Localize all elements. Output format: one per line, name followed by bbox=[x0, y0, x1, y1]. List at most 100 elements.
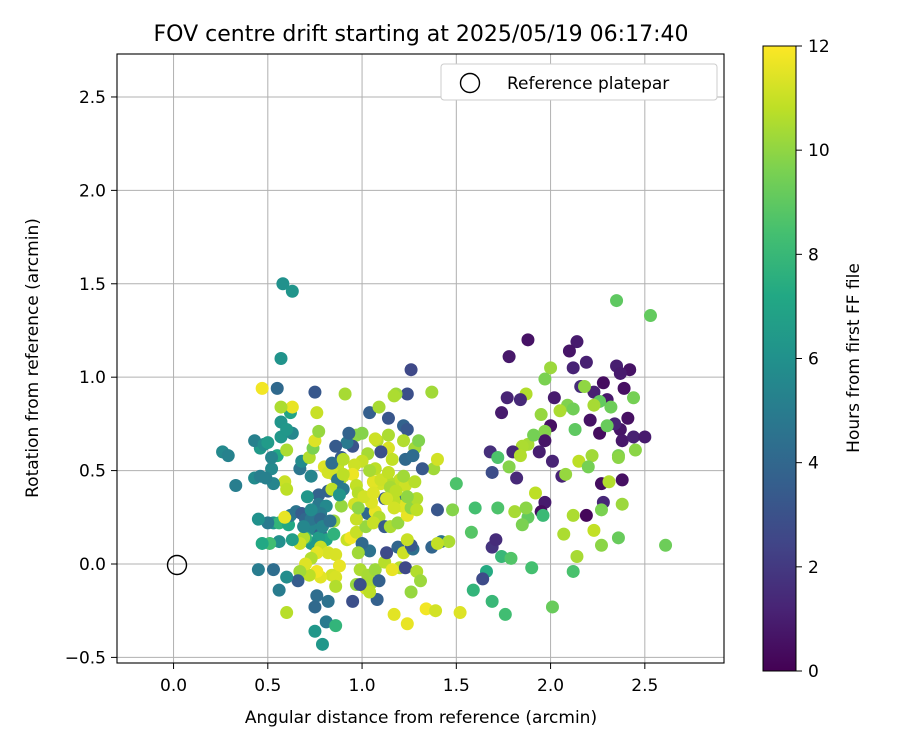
data-point bbox=[276, 277, 290, 291]
data-point bbox=[389, 484, 403, 498]
data-point bbox=[536, 508, 550, 522]
data-point bbox=[280, 482, 294, 496]
x-tick-label: 0.5 bbox=[254, 676, 281, 696]
data-point bbox=[594, 538, 608, 552]
data-point bbox=[568, 422, 582, 436]
data-point bbox=[366, 486, 380, 500]
x-tick-label: 2.5 bbox=[631, 676, 658, 696]
data-point bbox=[519, 501, 533, 515]
data-point bbox=[272, 583, 286, 597]
data-point bbox=[312, 488, 326, 502]
chart-title: FOV centre drift starting at 2025/05/19 … bbox=[154, 22, 689, 47]
data-point bbox=[349, 525, 363, 539]
data-point bbox=[270, 381, 284, 395]
legend-label: Reference platepar bbox=[507, 74, 669, 94]
data-point bbox=[308, 385, 322, 399]
data-point bbox=[391, 516, 405, 530]
data-point bbox=[325, 456, 339, 470]
data-point bbox=[346, 594, 360, 608]
data-point bbox=[308, 600, 322, 614]
data-point bbox=[400, 490, 414, 504]
data-point bbox=[570, 550, 584, 564]
data-point bbox=[353, 578, 367, 592]
data-point bbox=[615, 434, 629, 448]
legend-marker bbox=[459, 72, 481, 94]
data-point bbox=[585, 449, 599, 463]
data-point bbox=[566, 508, 580, 522]
data-point bbox=[566, 564, 580, 578]
data-point bbox=[613, 366, 627, 380]
data-point bbox=[381, 465, 395, 479]
data-point bbox=[579, 355, 593, 369]
data-point bbox=[251, 563, 265, 577]
data-point bbox=[349, 512, 363, 526]
data-point bbox=[265, 462, 279, 476]
data-point bbox=[545, 600, 559, 614]
data-point bbox=[538, 434, 552, 448]
data-point bbox=[363, 585, 377, 599]
data-point bbox=[410, 503, 424, 517]
plot-frame bbox=[116, 53, 725, 664]
data-point bbox=[429, 604, 443, 618]
data-point bbox=[308, 624, 322, 638]
data-point bbox=[338, 387, 352, 401]
data-point bbox=[621, 411, 635, 425]
data-point bbox=[400, 533, 414, 547]
data-point bbox=[397, 469, 411, 483]
data-point bbox=[562, 344, 576, 358]
data-point bbox=[521, 333, 535, 347]
data-point bbox=[380, 492, 394, 506]
data-point bbox=[406, 449, 420, 463]
data-point bbox=[615, 473, 629, 487]
data-point bbox=[351, 546, 365, 560]
data-point bbox=[251, 512, 265, 526]
data-point bbox=[638, 430, 652, 444]
data-point bbox=[304, 503, 318, 517]
data-point bbox=[491, 451, 505, 465]
data-point bbox=[385, 563, 399, 577]
y-tick-label: 0.0 bbox=[79, 555, 106, 575]
data-point bbox=[578, 380, 592, 394]
data-point bbox=[583, 413, 597, 427]
data-point bbox=[594, 503, 608, 517]
data-point bbox=[643, 309, 657, 323]
x-tick-label: 1.0 bbox=[349, 676, 376, 696]
colorbar-tick-label: 10 bbox=[808, 141, 830, 161]
data-point bbox=[321, 594, 335, 608]
data-point bbox=[508, 505, 522, 519]
data-point bbox=[381, 411, 395, 425]
data-point bbox=[274, 400, 288, 414]
data-point bbox=[380, 546, 394, 560]
data-point bbox=[329, 579, 343, 593]
data-point bbox=[495, 406, 509, 420]
colorbar: 0 2 4 6 8 10 12 Hours from first FF file bbox=[762, 37, 864, 682]
y-tick-label: 2.5 bbox=[79, 88, 106, 108]
data-point bbox=[310, 406, 324, 420]
data-point bbox=[468, 501, 482, 515]
data-point bbox=[332, 488, 346, 502]
data-point bbox=[280, 443, 294, 457]
data-point bbox=[449, 477, 463, 491]
data-point bbox=[329, 570, 343, 584]
data-point bbox=[414, 574, 427, 588]
data-point bbox=[587, 385, 601, 399]
data-point bbox=[329, 548, 343, 562]
data-point bbox=[387, 501, 401, 515]
data-point bbox=[596, 376, 610, 390]
data-point bbox=[466, 583, 480, 597]
colorbar-tick-label: 6 bbox=[808, 350, 819, 370]
data-point bbox=[617, 381, 631, 395]
data-point bbox=[221, 449, 235, 463]
data-point bbox=[329, 439, 343, 453]
data-point bbox=[587, 398, 601, 412]
plot-background bbox=[117, 54, 724, 663]
plot-area: 0.0 0.5 1.0 1.5 2.0 2.5 −0.5 0.0 0.5 1.0 1.5 2.0 2.… bbox=[65, 53, 725, 696]
data-point bbox=[489, 533, 503, 547]
data-point bbox=[280, 422, 294, 436]
data-point bbox=[627, 391, 641, 405]
data-point bbox=[398, 561, 412, 575]
data-point bbox=[336, 452, 350, 466]
data-point bbox=[346, 467, 360, 481]
data-point bbox=[412, 434, 426, 448]
